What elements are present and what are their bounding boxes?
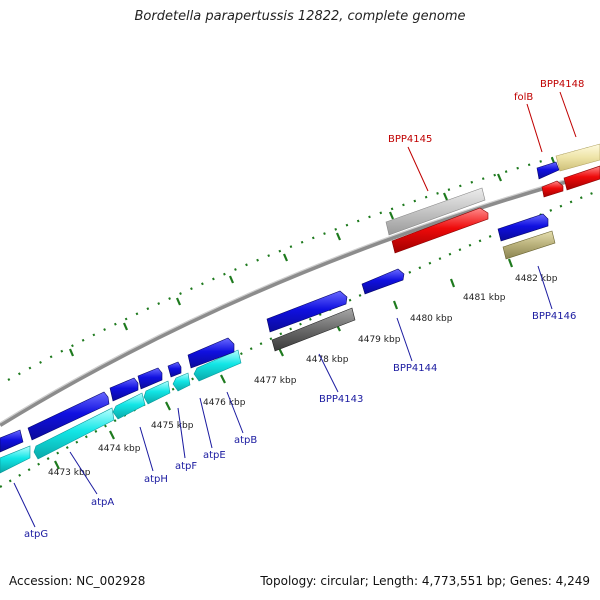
major-tick (507, 258, 514, 268)
gene-cream[interactable] (555, 143, 600, 172)
gene-blue-3[interactable] (137, 367, 163, 390)
scale-label: 4481 kbp (463, 293, 506, 303)
label-atpH: atpH (144, 474, 168, 485)
connector-atpG (13, 482, 36, 528)
major-tick (109, 430, 115, 440)
inner-tick-ring (0, 188, 600, 488)
major-tick (220, 374, 226, 384)
scale-label: 4478 kbp (306, 355, 349, 365)
gene-blue-4[interactable] (167, 361, 182, 378)
connector-atpB (226, 391, 244, 434)
label-BPP4148: BPP4148 (540, 79, 584, 90)
accession-text: Accession: NC_002928 (9, 574, 146, 588)
label-connectors (13, 265, 553, 528)
connector-BPP4143 (318, 353, 339, 393)
gene-BPP4144[interactable] (361, 268, 405, 295)
connector-atpA (69, 451, 98, 495)
connector-BPP4144 (396, 317, 413, 362)
major-tick (68, 348, 75, 357)
major-tick (165, 401, 171, 411)
gene-BPP4145[interactable] (391, 207, 489, 254)
label-atpF: atpF (175, 461, 197, 472)
gene-folB[interactable] (541, 180, 564, 198)
label-atpB: atpB (234, 435, 257, 446)
label-BPP4144: BPP4144 (393, 363, 437, 374)
gene-atpE[interactable] (172, 372, 191, 392)
label-BPP4143: BPP4143 (319, 394, 363, 405)
major-tick (388, 211, 395, 220)
major-tick (54, 460, 60, 470)
outer-major-ticks (68, 157, 557, 357)
connector-BPP4145 (407, 146, 429, 192)
scale-label: 4474 kbp (98, 444, 141, 454)
scale-label: 4475 kbp (151, 421, 194, 431)
scale-label: 4473 kbp (48, 468, 91, 478)
label-connectors-red (407, 91, 577, 192)
scale-label: 4479 kbp (358, 335, 401, 345)
topology-summary: Topology: circular; Length: 4,773,551 bp… (260, 574, 590, 588)
scale-label: 4482 kbp (515, 274, 558, 284)
gene-atpH[interactable] (112, 392, 146, 420)
gene-olive[interactable] (502, 230, 556, 260)
major-tick (449, 278, 456, 288)
major-tick (282, 253, 289, 262)
gene-BPP4143[interactable] (266, 290, 348, 333)
connector-atpE (199, 397, 213, 449)
genome-backbone-highlight (0, 169, 600, 424)
gene-BPP4145-upper[interactable] (385, 187, 486, 236)
gene-blue-1[interactable] (27, 391, 110, 441)
scale-label: 4477 kbp (254, 376, 297, 386)
connector-atpF (177, 407, 186, 459)
major-tick (496, 173, 503, 182)
major-tick (228, 275, 235, 284)
gene-atpA[interactable] (33, 407, 115, 460)
major-tick (442, 192, 449, 201)
gene-BPP4148[interactable] (563, 165, 600, 191)
connector-BPP4148 (559, 91, 577, 138)
gene-blue-folB[interactable] (536, 161, 560, 180)
gene-atpG[interactable] (0, 445, 31, 474)
connector-BPP4146 (537, 265, 553, 310)
gene-atpF[interactable] (143, 380, 171, 405)
connector-atpH (139, 426, 154, 472)
gene-blue-0[interactable] (0, 429, 24, 453)
scale-label: 4480 kbp (410, 314, 453, 324)
major-tick (175, 297, 182, 306)
label-BPP4146: BPP4146 (532, 311, 576, 322)
major-tick (122, 322, 129, 331)
gene-blue-5[interactable] (187, 337, 235, 369)
major-tick (392, 300, 399, 310)
map-title: Bordetella parapertussis 12822, complete… (134, 9, 466, 24)
major-tick (335, 232, 342, 241)
gene-blue-2[interactable] (109, 377, 139, 402)
label-atpE: atpE (203, 450, 226, 461)
gene-dark-gray[interactable] (271, 307, 356, 352)
scale-label: 4476 kbp (203, 398, 246, 408)
label-atpA: atpA (91, 497, 114, 508)
major-ticks (54, 258, 514, 470)
connector-folB (526, 103, 543, 153)
label-atpG: atpG (24, 529, 48, 540)
gene-BPP4146[interactable] (497, 213, 549, 242)
genome-backbone (0, 169, 600, 427)
label-BPP4145: BPP4145 (388, 134, 432, 145)
label-folB: folB (514, 92, 533, 103)
